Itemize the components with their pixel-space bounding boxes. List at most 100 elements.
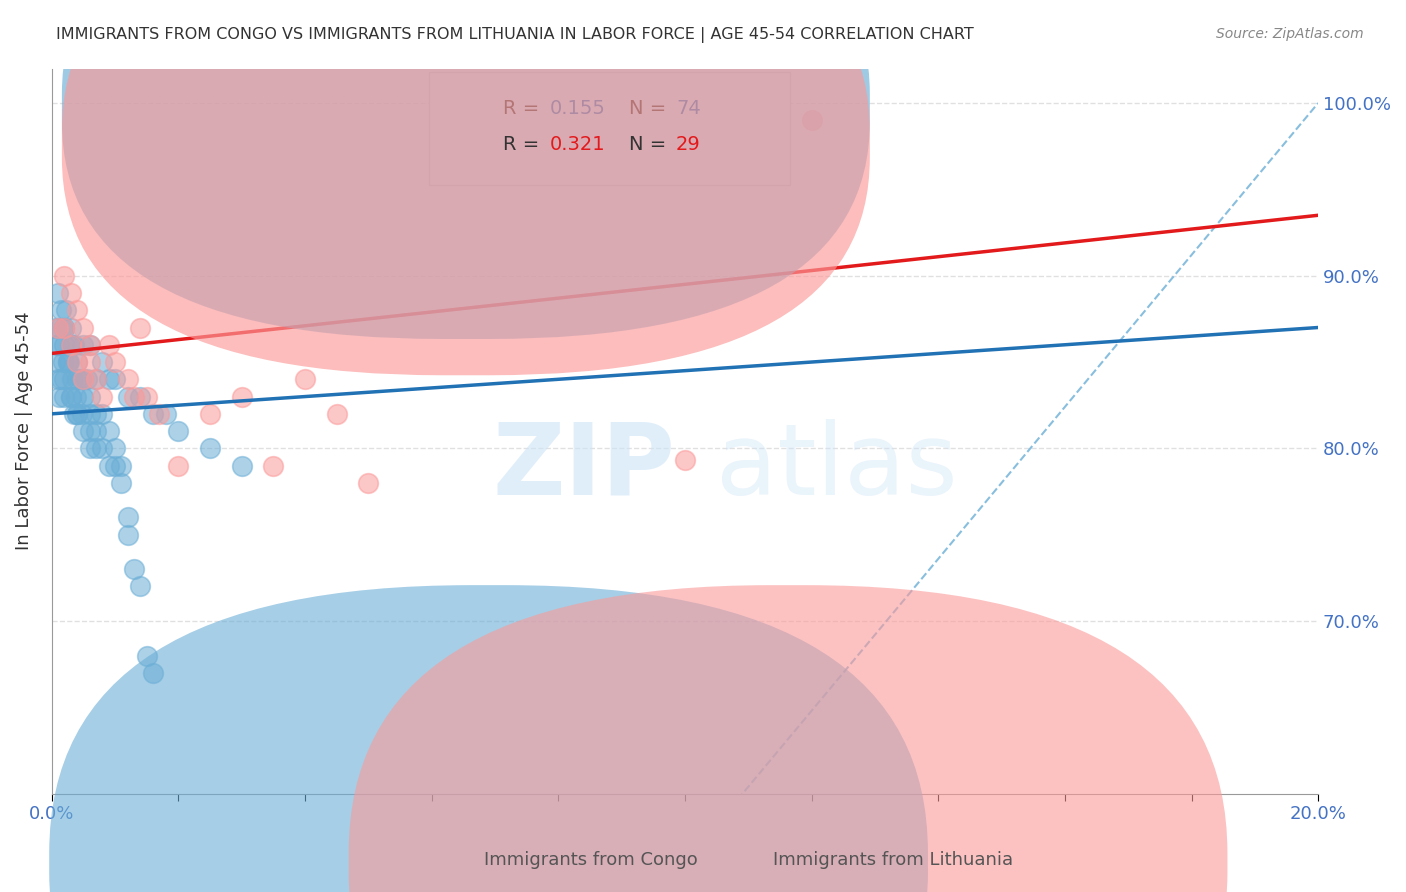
Point <box>53 320 76 334</box>
Point <box>84 372 107 386</box>
Point <box>63 407 86 421</box>
Point <box>44 320 66 334</box>
Point <box>46 320 69 334</box>
Point <box>59 338 82 352</box>
Point <box>66 372 89 386</box>
Point <box>135 648 157 663</box>
Point <box>72 320 94 334</box>
Point <box>46 320 69 334</box>
Point <box>262 458 284 473</box>
Point <box>52 355 75 369</box>
Point <box>325 407 347 421</box>
Point <box>142 407 165 421</box>
Point <box>79 338 101 352</box>
Text: R =: R = <box>502 99 546 118</box>
Point <box>84 442 107 456</box>
Point <box>59 338 82 352</box>
Point <box>72 372 94 386</box>
Point <box>167 424 190 438</box>
Point <box>56 355 79 369</box>
Point <box>104 372 127 386</box>
Point <box>58 355 80 369</box>
Point <box>117 372 139 386</box>
Point <box>51 303 73 318</box>
Text: ZIP: ZIP <box>492 419 675 516</box>
Point <box>72 390 94 404</box>
Point <box>66 355 89 369</box>
Point <box>76 372 98 386</box>
Point <box>198 442 221 456</box>
Point <box>453 122 475 136</box>
Point <box>231 390 253 404</box>
Point <box>59 285 82 300</box>
Point <box>46 285 69 300</box>
Point <box>79 442 101 456</box>
Point <box>84 424 107 438</box>
Point <box>800 113 823 128</box>
FancyBboxPatch shape <box>62 0 870 339</box>
Point <box>53 320 76 334</box>
Point <box>79 407 101 421</box>
Point <box>84 372 107 386</box>
Point <box>55 303 77 318</box>
Text: Immigrants from Lithuania: Immigrants from Lithuania <box>773 851 1012 869</box>
Point <box>53 268 76 283</box>
Point <box>72 372 94 386</box>
Point <box>129 579 152 593</box>
Text: R =: R = <box>502 136 546 154</box>
Point <box>129 390 152 404</box>
Point <box>117 390 139 404</box>
Point <box>79 390 101 404</box>
FancyBboxPatch shape <box>62 0 870 376</box>
Point <box>357 475 380 490</box>
Point <box>155 407 177 421</box>
Point <box>79 338 101 352</box>
Point <box>59 338 82 352</box>
Point <box>65 390 87 404</box>
Text: IMMIGRANTS FROM CONGO VS IMMIGRANTS FROM LITHUANIA IN LABOR FORCE | AGE 45-54 CO: IMMIGRANTS FROM CONGO VS IMMIGRANTS FROM… <box>56 27 974 43</box>
Point <box>231 458 253 473</box>
Point <box>97 338 120 352</box>
Text: atlas: atlas <box>716 419 957 516</box>
Point <box>44 355 66 369</box>
Point <box>91 442 114 456</box>
Text: 0.155: 0.155 <box>550 99 606 118</box>
Point <box>66 407 89 421</box>
Point <box>46 338 69 352</box>
Point <box>59 390 82 404</box>
Point <box>56 355 79 369</box>
Point <box>117 510 139 524</box>
Point <box>84 407 107 421</box>
Point <box>48 390 70 404</box>
Point <box>59 390 82 404</box>
Point <box>91 390 114 404</box>
Text: Immigrants from Congo: Immigrants from Congo <box>484 851 697 869</box>
Point <box>63 338 86 352</box>
Y-axis label: In Labor Force | Age 45-54: In Labor Force | Age 45-54 <box>15 312 32 550</box>
Point <box>110 475 132 490</box>
Point <box>79 424 101 438</box>
Point <box>69 372 91 386</box>
Point <box>122 390 145 404</box>
Point <box>45 338 67 352</box>
Point <box>167 458 190 473</box>
Bar <box>429 72 790 185</box>
Point <box>66 407 89 421</box>
Point <box>117 527 139 541</box>
Point <box>142 665 165 680</box>
Point <box>66 355 89 369</box>
Point <box>53 390 76 404</box>
Point <box>104 458 127 473</box>
Point <box>60 372 83 386</box>
Point <box>97 458 120 473</box>
Point <box>53 320 76 334</box>
Point <box>97 372 120 386</box>
Point <box>198 407 221 421</box>
Point <box>294 372 316 386</box>
Text: 29: 29 <box>676 136 700 154</box>
Text: 74: 74 <box>676 99 700 118</box>
Point <box>70 407 93 421</box>
Point <box>148 407 170 421</box>
Point <box>66 303 89 318</box>
Point <box>104 355 127 369</box>
